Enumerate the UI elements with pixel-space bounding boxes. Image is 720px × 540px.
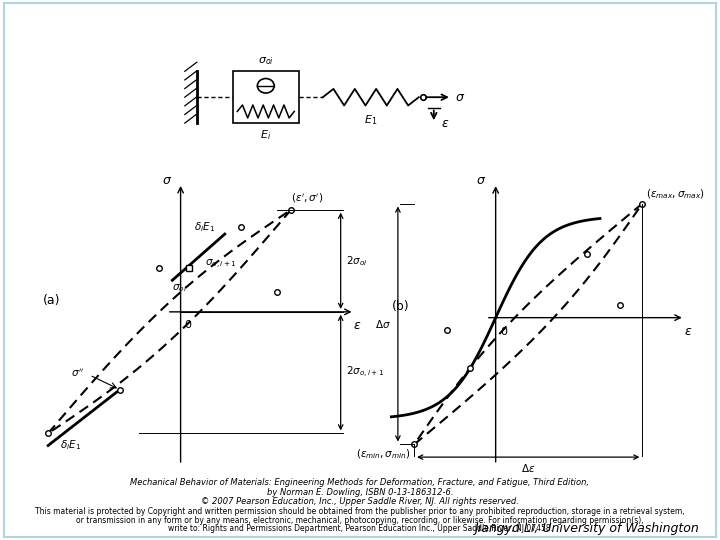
Text: $\varepsilon$: $\varepsilon$ [684, 325, 692, 338]
Text: Jiangyd Li, University of Washington: Jiangyd Li, University of Washington [474, 522, 698, 535]
Text: $(\varepsilon_{max}, \sigma_{max})$: $(\varepsilon_{max}, \sigma_{max})$ [646, 187, 704, 201]
Text: © 2007 Pearson Education, Inc., Upper Saddle River, NJ. All rights reserved.: © 2007 Pearson Education, Inc., Upper Sa… [201, 497, 519, 507]
Text: Mechanical Behavior of Materials: Engineering Methods for Deformation, Fracture,: Mechanical Behavior of Materials: Engine… [130, 478, 590, 487]
Text: $2\sigma_{o,i+1}$: $2\sigma_{o,i+1}$ [346, 365, 384, 380]
Text: by Norman E. Dowling, ISBN 0-13-186312-6.: by Norman E. Dowling, ISBN 0-13-186312-6… [266, 488, 454, 497]
Text: $\sigma$: $\sigma$ [455, 91, 465, 104]
Text: $\sigma_{oi}$: $\sigma_{oi}$ [258, 56, 274, 68]
Text: $\varepsilon$: $\varepsilon$ [441, 117, 449, 130]
Text: (a): (a) [42, 294, 60, 307]
Text: $2\sigma_{oi}$: $2\sigma_{oi}$ [346, 254, 368, 268]
Text: $\sigma_{oi}$: $\sigma_{oi}$ [172, 283, 187, 294]
Text: (b): (b) [392, 300, 409, 313]
Text: $\sigma$: $\sigma$ [476, 174, 486, 187]
Bar [233, 71, 299, 123]
Text: $\Delta\sigma$: $\Delta\sigma$ [375, 318, 392, 330]
Text: $\sigma$: $\sigma$ [162, 174, 172, 187]
Text: or transmission in any form or by any means, electronic, mechanical, photocopyin: or transmission in any form or by any me… [76, 516, 644, 525]
Text: $\sigma_{o,i+1}$: $\sigma_{o,i+1}$ [205, 258, 237, 272]
Text: $\delta_i E_1$: $\delta_i E_1$ [60, 438, 81, 452]
Text: $(\varepsilon_{min}, \sigma_{min})$: $(\varepsilon_{min}, \sigma_{min})$ [356, 447, 411, 461]
Text: $\Delta\varepsilon$: $\Delta\varepsilon$ [521, 462, 536, 474]
Text: $\sigma''$: $\sigma''$ [71, 367, 84, 379]
Text: $(\varepsilon', \sigma')$: $(\varepsilon', \sigma')$ [291, 192, 323, 205]
Text: $E_i$: $E_i$ [260, 129, 271, 142]
Text: write to: Rights and Permissions Department, Pearson Education Inc., Upper Saddl: write to: Rights and Permissions Departm… [168, 524, 552, 534]
Text: $E_1$: $E_1$ [364, 113, 377, 126]
Text: This material is protected by Copyright and written permission should be obtaine: This material is protected by Copyright … [35, 507, 685, 516]
Text: 0: 0 [185, 320, 192, 330]
Text: $\varepsilon$: $\varepsilon$ [353, 319, 361, 332]
Text: $\delta_i E_1$: $\delta_i E_1$ [194, 220, 215, 234]
Text: 0: 0 [500, 327, 508, 336]
